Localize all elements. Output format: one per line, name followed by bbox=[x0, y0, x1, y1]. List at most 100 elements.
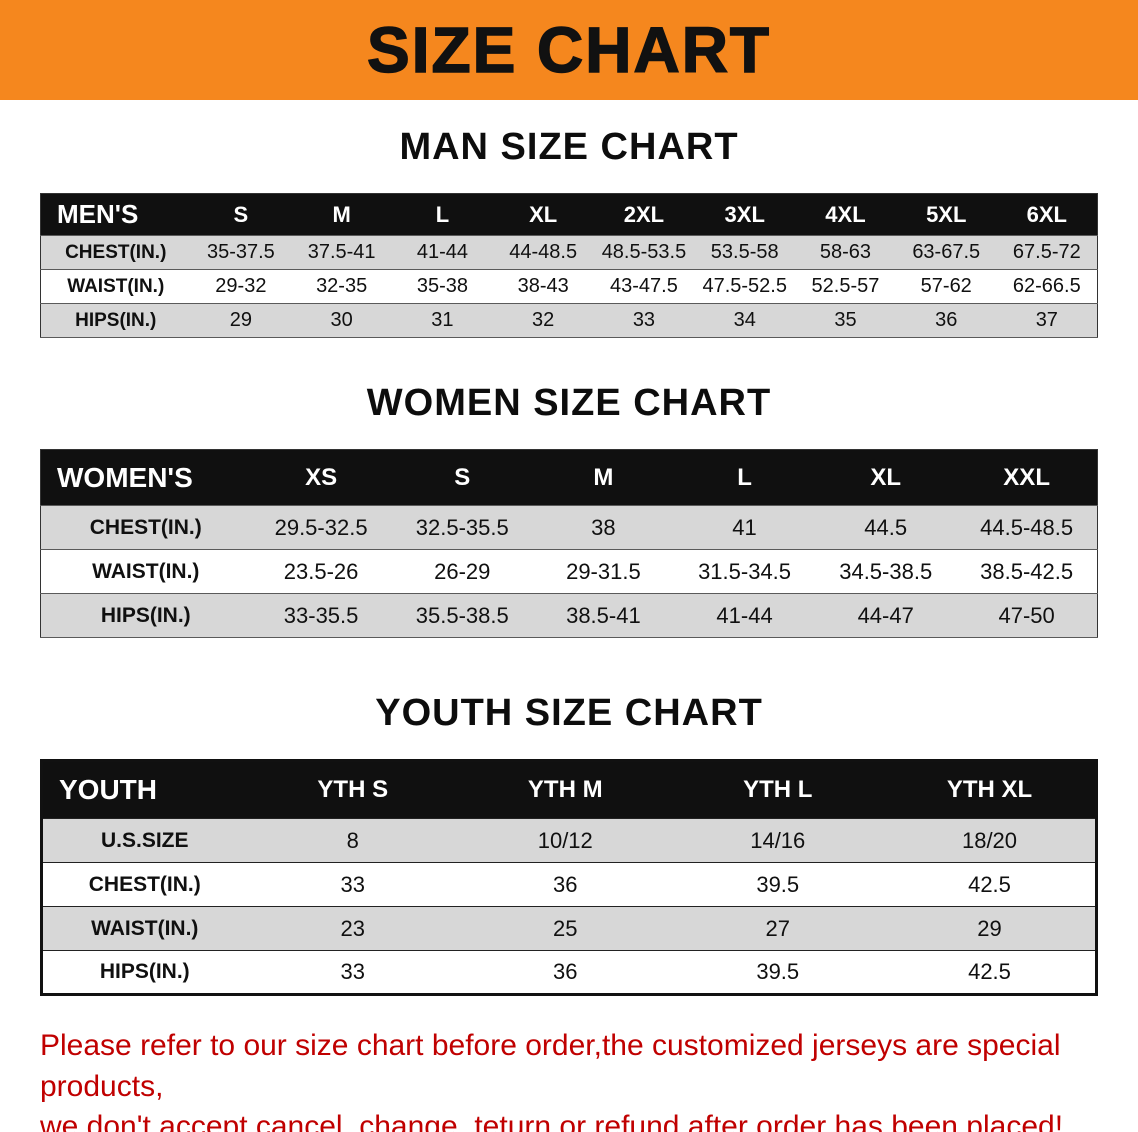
measurement-row: CHEST(IN.) 33 36 39.5 42.5 bbox=[41, 862, 1097, 907]
measurement-label: CHEST(IN.) bbox=[65, 241, 167, 263]
size-column-header: S bbox=[391, 449, 533, 506]
men-size-table: MEN'S S M L XL 2XL 3XL 4XL 5XL 6XL CHEST(IN.) 35-37… bbox=[40, 193, 1098, 338]
size-column-header: YTH M bbox=[459, 760, 672, 819]
size-value-cell: 41-44 bbox=[716, 602, 773, 628]
women-corner-label: WOMEN'S bbox=[40, 449, 251, 506]
measurement-label: HIPS(IN.) bbox=[99, 960, 190, 983]
size-value-cell: 36 bbox=[553, 959, 578, 984]
measurement-label: WAIST(IN.) bbox=[67, 275, 165, 297]
men-size-section: MAN SIZE CHART MEN'S S M L XL 2XL 3XL 4XL 5XL 6XL… bbox=[0, 126, 1138, 338]
measurement-label: CHEST(IN.) bbox=[88, 872, 201, 896]
size-value-cell: 14/16 bbox=[750, 827, 806, 853]
size-value-cell: 38.5-42.5 bbox=[980, 558, 1074, 584]
size-value-cell: 62-66.5 bbox=[1012, 275, 1081, 297]
size-column-header: L bbox=[392, 193, 493, 236]
men-section-heading: MAN SIZE CHART bbox=[399, 126, 739, 168]
size-value-cell: 67.5-72 bbox=[1012, 241, 1081, 263]
header-row: WOMEN'S XS S M L XL XXL bbox=[40, 449, 1098, 506]
size-value-cell: 35-38 bbox=[416, 275, 468, 297]
size-value-cell: 10/12 bbox=[537, 827, 593, 853]
size-value-cell: 44-47 bbox=[857, 602, 914, 628]
size-column-header: M bbox=[532, 449, 674, 506]
size-value-cell: 36 bbox=[553, 871, 578, 897]
women-size-section: WOMEN SIZE CHART WOMEN'S XS S M L XL XXL CHEST(… bbox=[0, 382, 1138, 638]
size-value-cell: 33 bbox=[340, 871, 365, 897]
size-value-cell: 29.5-32.5 bbox=[274, 514, 368, 540]
size-value-cell: 39.5 bbox=[756, 871, 800, 897]
size-value-cell: 48.5-53.5 bbox=[601, 241, 687, 263]
size-value-cell: 53.5-58 bbox=[710, 241, 779, 263]
size-column-header: XL bbox=[492, 193, 594, 236]
size-column-header: YTH S bbox=[246, 760, 459, 819]
size-value-cell: 44-48.5 bbox=[509, 241, 578, 263]
measurement-row: HIPS(IN.) 33 36 39.5 42.5 bbox=[41, 950, 1097, 995]
size-value-cell: 34 bbox=[733, 309, 756, 331]
size-value-cell: 23.5-26 bbox=[283, 558, 359, 584]
size-value-cell: 27 bbox=[765, 915, 790, 941]
measurement-label: WAIST(IN.) bbox=[91, 916, 199, 940]
size-value-cell: 35.5-38.5 bbox=[415, 602, 509, 628]
size-value-cell: 35 bbox=[834, 309, 857, 331]
size-value-cell: 42.5 bbox=[968, 959, 1011, 984]
size-value-cell: 31 bbox=[431, 309, 454, 331]
measurement-label: HIPS(IN.) bbox=[75, 309, 157, 331]
size-value-cell: 38.5-41 bbox=[566, 602, 641, 628]
size-column-header: XXL bbox=[956, 449, 1098, 506]
youth-size-table: YOUTH YTH S YTH M YTH L YTH XL U.S.SIZE 8 10/12… bbox=[40, 759, 1098, 996]
size-value-cell: 37 bbox=[1035, 309, 1058, 331]
size-value-cell: 32 bbox=[532, 309, 555, 331]
header-row: MEN'S S M L XL 2XL 3XL 4XL 5XL 6XL bbox=[40, 193, 1098, 236]
size-value-cell: 33 bbox=[340, 959, 365, 984]
size-value-cell: 43-47.5 bbox=[610, 275, 678, 297]
size-value-cell: 29-32 bbox=[215, 275, 267, 297]
size-value-cell: 30 bbox=[330, 309, 353, 331]
size-column-header: 4XL bbox=[795, 193, 896, 236]
size-column-header: L bbox=[673, 449, 816, 506]
size-column-header: 6XL bbox=[996, 193, 1098, 236]
size-value-cell: 8 bbox=[346, 827, 359, 853]
size-column-header: 3XL bbox=[694, 193, 796, 236]
header-row: YOUTH YTH S YTH M YTH L YTH XL bbox=[41, 760, 1097, 819]
size-value-cell: 31.5-34.5 bbox=[698, 558, 792, 584]
size-value-cell: 38-43 bbox=[517, 275, 569, 297]
size-column-header: YTH L bbox=[671, 760, 884, 819]
women-section-heading: WOMEN SIZE CHART bbox=[366, 382, 772, 424]
size-value-cell: 41-44 bbox=[416, 241, 468, 263]
size-value-cell: 36 bbox=[935, 309, 958, 331]
size-value-cell: 32.5-35.5 bbox=[415, 514, 509, 540]
youth-corner-label: YOUTH bbox=[41, 760, 247, 819]
size-column-header: 5XL bbox=[895, 193, 997, 236]
measurement-row: HIPS(IN.) 33-35.5 35.5-38.5 38.5-41 41-44 44-… bbox=[40, 593, 1098, 638]
size-value-cell: 44.5-48.5 bbox=[980, 514, 1074, 540]
size-value-cell: 29-31.5 bbox=[566, 558, 641, 584]
order-note: Please refer to our size chart before or… bbox=[0, 1026, 1138, 1132]
measurement-row: U.S.SIZE 8 10/12 14/16 18/20 bbox=[41, 818, 1097, 863]
banner-title: SIZE CHART bbox=[366, 13, 771, 87]
size-value-cell: 23 bbox=[340, 915, 365, 941]
measurement-row: HIPS(IN.) 29 30 31 32 33 34 35 36 37 bbox=[40, 303, 1098, 338]
men-corner-label: MEN'S bbox=[40, 193, 191, 236]
size-value-cell: 32-35 bbox=[316, 275, 368, 297]
size-value-cell: 63-67.5 bbox=[912, 241, 981, 263]
note-line-2: we don't accept cancel, change, teturn o… bbox=[40, 1110, 1064, 1132]
size-chart-banner: SIZE CHART bbox=[0, 0, 1138, 100]
size-value-cell: 29 bbox=[977, 915, 1002, 941]
size-value-cell: 38 bbox=[591, 514, 616, 540]
size-column-header: S bbox=[190, 193, 292, 236]
size-value-cell: 58-63 bbox=[819, 241, 872, 263]
size-column-header: 2XL bbox=[593, 193, 695, 236]
size-value-cell: 34.5-38.5 bbox=[839, 558, 933, 584]
size-value-cell: 42.5 bbox=[968, 871, 1011, 897]
measurement-label: HIPS(IN.) bbox=[100, 603, 191, 627]
size-value-cell: 33-35.5 bbox=[283, 602, 359, 628]
measurement-row: WAIST(IN.) 29-32 32-35 35-38 38-43 43-47.5 47.… bbox=[40, 269, 1098, 304]
size-column-header: YTH XL bbox=[884, 760, 1097, 819]
women-size-table: WOMEN'S XS S M L XL XXL CHEST(IN.) 29.5-32.5 32.5… bbox=[40, 449, 1098, 638]
size-value-cell: 44.5 bbox=[864, 514, 908, 540]
size-value-cell: 18/20 bbox=[961, 827, 1018, 853]
measurement-row: CHEST(IN.) 35-37.5 37.5-41 41-44 44-48.5 48.5… bbox=[40, 235, 1098, 270]
size-value-cell: 33 bbox=[632, 309, 656, 331]
size-value-cell: 37.5-41 bbox=[307, 241, 376, 263]
size-value-cell: 29 bbox=[229, 309, 252, 331]
youth-size-section: YOUTH SIZE CHART YOUTH YTH S YTH M YTH L YTH… bbox=[0, 692, 1138, 996]
